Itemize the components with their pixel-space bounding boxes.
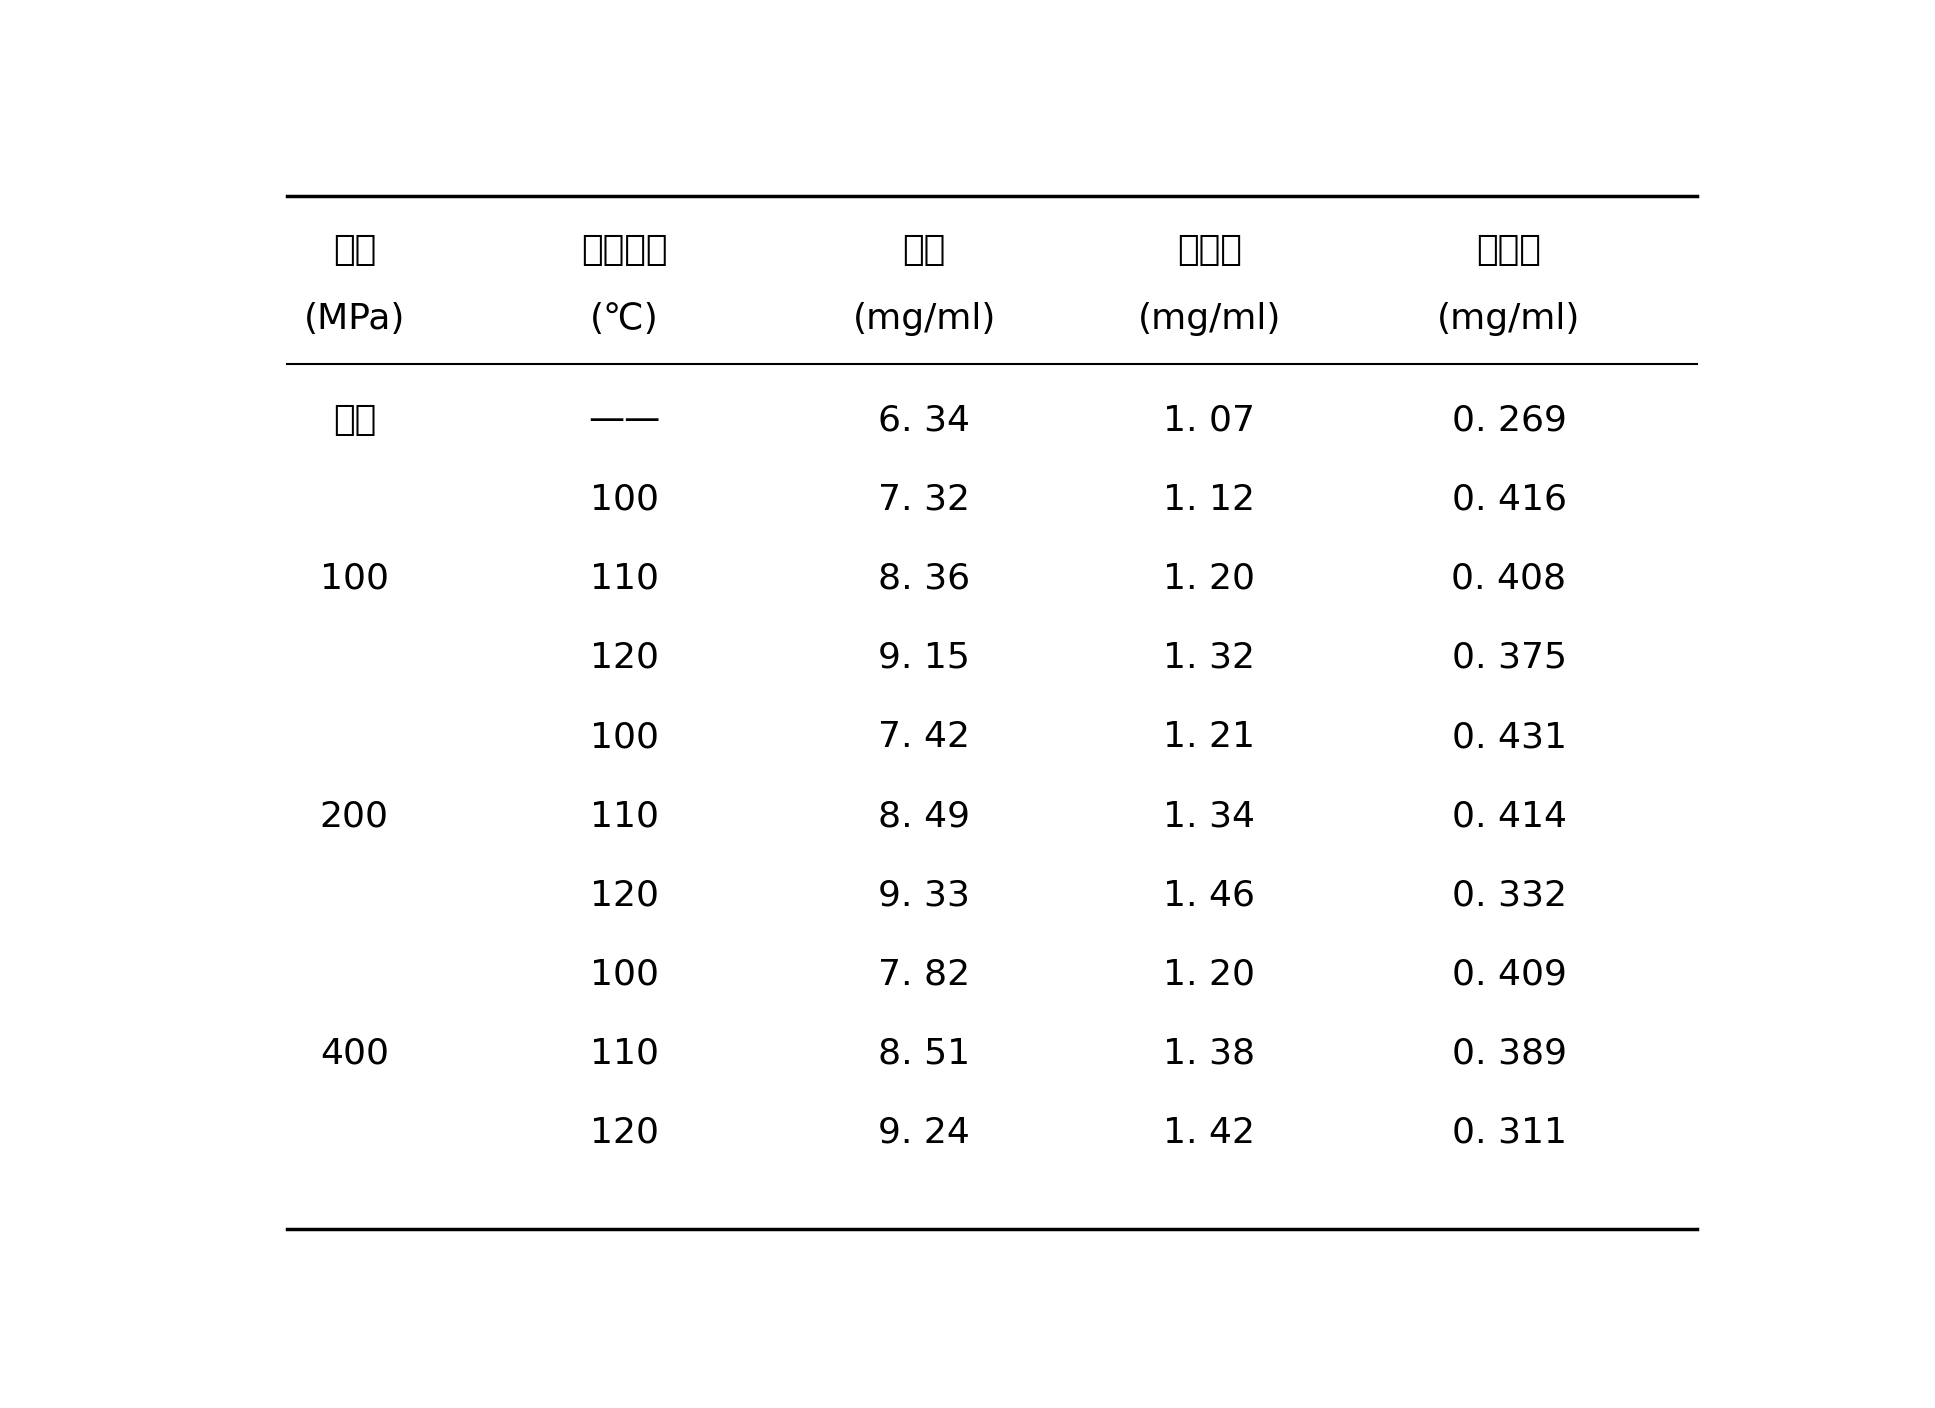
- Text: 120: 120: [590, 641, 658, 674]
- Text: 400: 400: [319, 1036, 389, 1070]
- Text: 9. 33: 9. 33: [878, 879, 969, 912]
- Text: 7. 32: 7. 32: [878, 483, 969, 517]
- Text: ——: ——: [588, 404, 660, 438]
- Text: 110: 110: [590, 800, 658, 834]
- Text: 0. 269: 0. 269: [1451, 404, 1567, 438]
- Text: 100: 100: [590, 957, 658, 991]
- Text: 0. 414: 0. 414: [1451, 800, 1567, 834]
- Text: 还原糖: 还原糖: [1176, 234, 1242, 268]
- Text: 0. 375: 0. 375: [1451, 641, 1567, 674]
- Text: 1. 38: 1. 38: [1163, 1036, 1256, 1070]
- Text: 8. 49: 8. 49: [878, 800, 969, 834]
- Text: 1. 07: 1. 07: [1163, 404, 1256, 438]
- Text: 萸取温度: 萸取温度: [580, 234, 668, 268]
- Text: 0. 416: 0. 416: [1451, 483, 1567, 517]
- Text: 压力: 压力: [333, 234, 375, 268]
- Text: 蛋白质: 蛋白质: [1476, 234, 1542, 268]
- Text: 0. 311: 0. 311: [1451, 1115, 1567, 1150]
- Text: 0. 431: 0. 431: [1451, 719, 1567, 755]
- Text: 7. 82: 7. 82: [878, 957, 969, 991]
- Text: (mg/ml): (mg/ml): [853, 301, 997, 335]
- Text: 100: 100: [590, 719, 658, 755]
- Text: (℃): (℃): [590, 301, 658, 335]
- Text: 1. 20: 1. 20: [1163, 957, 1256, 991]
- Text: 9. 15: 9. 15: [878, 641, 969, 674]
- Text: 6. 34: 6. 34: [878, 404, 969, 438]
- Text: (mg/ml): (mg/ml): [1138, 301, 1281, 335]
- Text: 120: 120: [590, 879, 658, 912]
- Text: 0. 409: 0. 409: [1451, 957, 1567, 991]
- Text: 0. 408: 0. 408: [1451, 562, 1567, 596]
- Text: 7. 42: 7. 42: [878, 719, 969, 755]
- Text: 1. 32: 1. 32: [1163, 641, 1256, 674]
- Text: 110: 110: [590, 562, 658, 596]
- Text: 1. 20: 1. 20: [1163, 562, 1256, 596]
- Text: 总糖: 总糖: [902, 234, 946, 268]
- Text: 100: 100: [590, 483, 658, 517]
- Text: 8. 51: 8. 51: [878, 1036, 969, 1070]
- Text: 0. 332: 0. 332: [1451, 879, 1567, 912]
- Text: 1. 21: 1. 21: [1163, 719, 1256, 755]
- Text: 9. 24: 9. 24: [878, 1115, 969, 1150]
- Text: (MPa): (MPa): [304, 301, 404, 335]
- Text: 1. 46: 1. 46: [1163, 879, 1256, 912]
- Text: 1. 42: 1. 42: [1163, 1115, 1256, 1150]
- Text: (mg/ml): (mg/ml): [1438, 301, 1581, 335]
- Text: 0. 389: 0. 389: [1451, 1036, 1567, 1070]
- Text: 100: 100: [319, 562, 389, 596]
- Text: 120: 120: [590, 1115, 658, 1150]
- Text: 对照: 对照: [333, 404, 375, 438]
- Text: 200: 200: [319, 800, 389, 834]
- Text: 8. 36: 8. 36: [878, 562, 969, 596]
- Text: 110: 110: [590, 1036, 658, 1070]
- Text: 1. 34: 1. 34: [1163, 800, 1256, 834]
- Text: 1. 12: 1. 12: [1163, 483, 1256, 517]
